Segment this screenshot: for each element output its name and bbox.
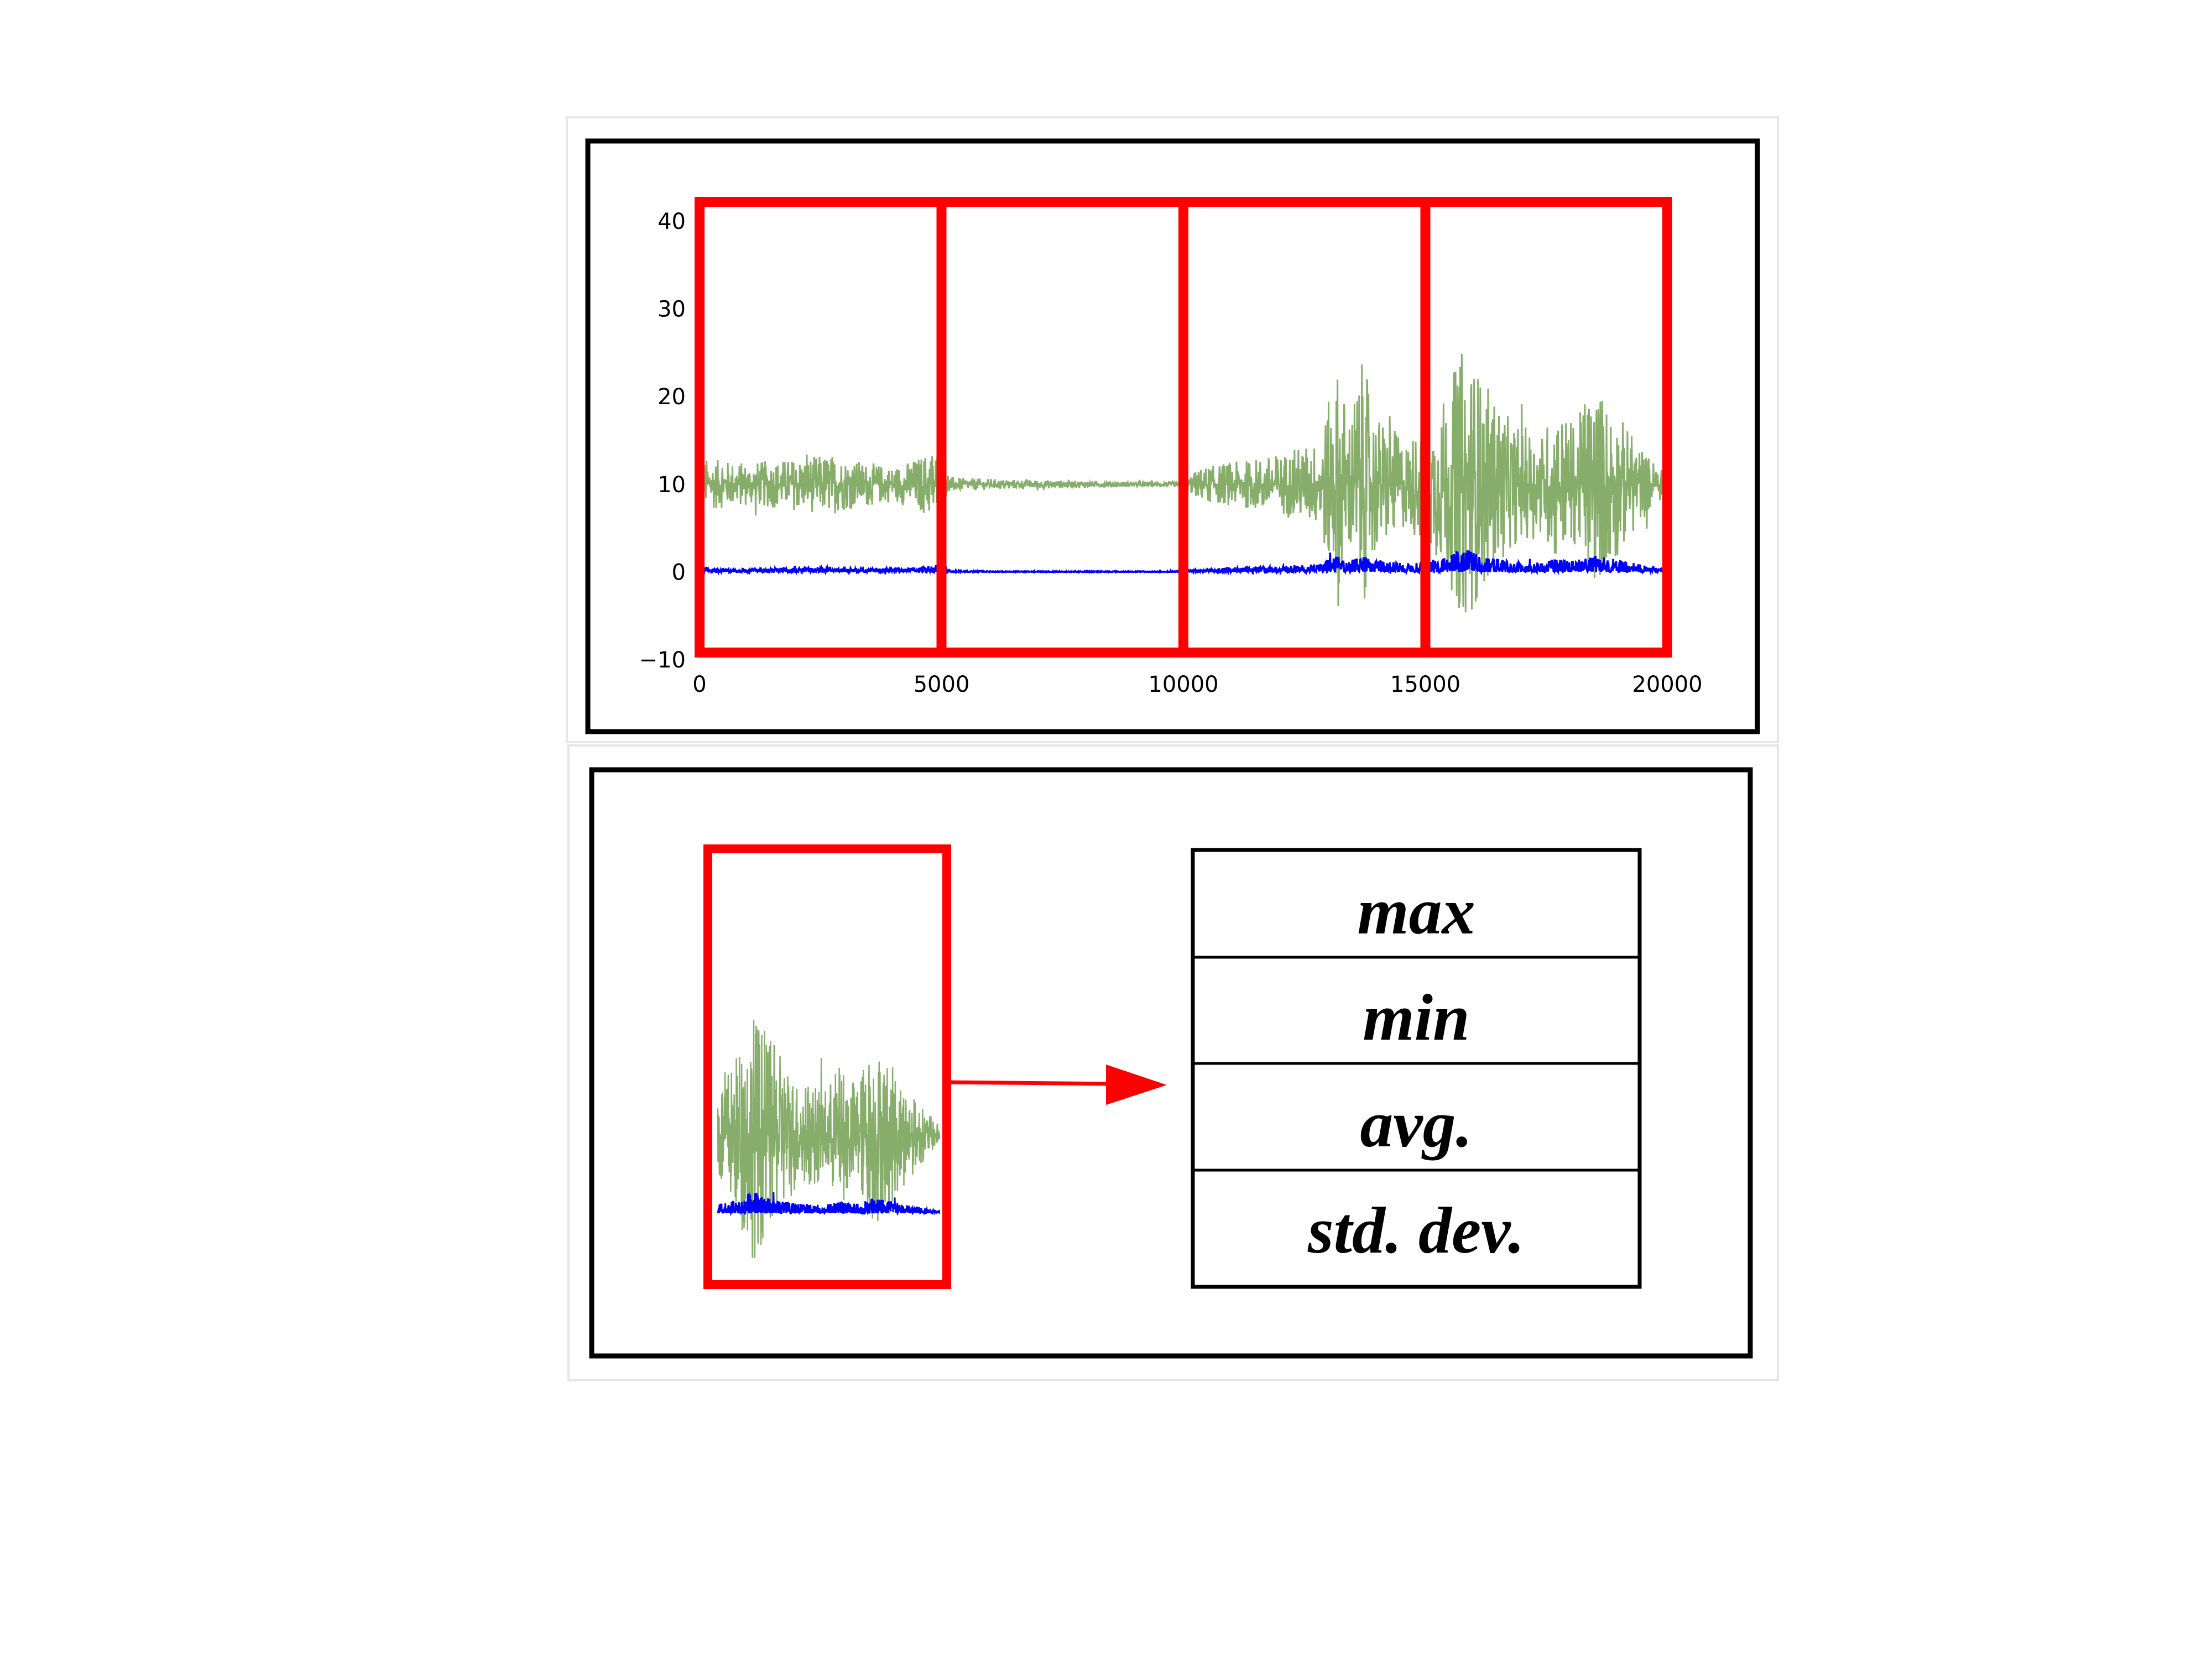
y-axis-ticks: 40 30 20 10 0 −10 [639,209,686,673]
feature-extraction-panel: max min avg. std. dev. [567,744,1779,1381]
x-tick-label: 20000 [1632,672,1702,697]
y-tick-label: 30 [658,297,686,322]
y-tick-label: 0 [672,560,686,585]
window-box [1420,197,1672,658]
feature-std-dev: std. dev. [1307,1193,1525,1267]
arrow-shaft [946,1080,1118,1086]
zoomed-window-box [703,844,951,1289]
zoomed-window-signal [717,1020,940,1258]
x-tick-label: 0 [692,672,706,697]
x-tick-label: 10000 [1148,672,1218,697]
feature-max: max [1357,874,1475,948]
signal-panel-frame [585,138,1760,734]
feature-table-border [1191,848,1642,1289]
x-tick-label: 15000 [1390,672,1460,697]
x-axis-ticks: 0 5000 10000 15000 20000 [692,672,1702,697]
sliding-windows [695,197,1672,658]
feature-min: min [1363,980,1469,1054]
y-tick-label: 40 [658,209,686,234]
feature-avg: avg. [1360,1087,1472,1161]
y-tick-label: 20 [658,384,686,410]
feature-panel-frame [589,767,1753,1359]
zoomed-blue-signal-line [717,1192,940,1217]
y-tick-label: 10 [658,472,686,498]
y-tick-label: −10 [639,648,686,673]
arrow [946,1065,1167,1105]
signal-panel-outer-border [566,116,1779,743]
zoomed-green-signal-line [717,1020,940,1258]
arrow-head [1106,1065,1167,1105]
feature-table: max min avg. std. dev. [1191,848,1642,1289]
x-tick-label: 5000 [914,672,970,697]
